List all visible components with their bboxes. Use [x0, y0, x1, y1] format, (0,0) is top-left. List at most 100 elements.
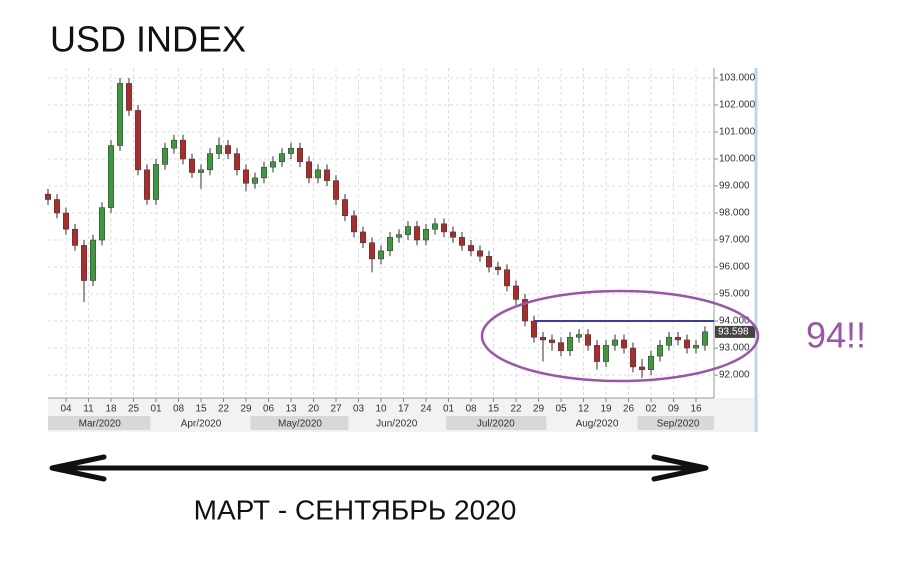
- candle-body: [639, 366, 645, 370]
- x-tick-label: 02: [645, 404, 657, 415]
- candle-body: [558, 342, 564, 351]
- x-tick-label: 15: [488, 404, 500, 415]
- x-tick-label: 10: [375, 404, 387, 415]
- month-label: Aug/2020: [576, 419, 619, 430]
- y-tick-label: 97.000: [719, 235, 750, 246]
- y-tick-label: 95.000: [719, 289, 750, 300]
- candle-body: [153, 164, 159, 200]
- x-tick-label: 12: [578, 404, 590, 415]
- candle-body: [504, 269, 510, 287]
- month-band: [446, 416, 547, 430]
- candle-body: [405, 226, 411, 235]
- y-tick-label: 100.000: [719, 154, 756, 165]
- candle-body: [243, 169, 249, 184]
- x-tick-label: 08: [465, 404, 477, 415]
- month-band: [637, 416, 714, 430]
- candle-body: [576, 334, 582, 338]
- chart-title: USD INDEX: [50, 19, 246, 60]
- x-axis-label: МАРТ - СЕНТЯБРЬ 2020: [194, 494, 517, 525]
- x-tick-label: 18: [105, 404, 117, 415]
- candle-body: [72, 228, 78, 246]
- candle-body: [63, 212, 69, 230]
- candle-body: [279, 153, 285, 162]
- candle-body: [387, 237, 393, 252]
- annotation: 94!!: [806, 315, 866, 356]
- candle-body: [594, 345, 600, 362]
- candle-body: [414, 226, 420, 241]
- x-tick-label: 01: [443, 404, 455, 415]
- candle-body: [162, 147, 168, 165]
- x-tick-label: 17: [398, 404, 410, 415]
- x-tick-label: 06: [263, 404, 275, 415]
- y-tick-label: 92.000: [719, 370, 750, 381]
- x-tick-label: 29: [240, 404, 252, 415]
- candle-body: [549, 339, 555, 343]
- candle-body: [225, 145, 231, 154]
- candle-body: [315, 169, 321, 179]
- last-price-label: 93.598: [718, 327, 749, 338]
- candle-body: [171, 139, 177, 149]
- candle-body: [657, 345, 663, 357]
- y-tick-label: 101.000: [719, 127, 756, 138]
- candle-body: [684, 339, 690, 349]
- candle-body: [144, 169, 150, 200]
- range-arrow: [49, 454, 709, 482]
- x-tick-label: 03: [353, 404, 365, 415]
- candle-body: [324, 169, 330, 181]
- x-tick-label: 16: [690, 404, 702, 415]
- candle-body: [189, 158, 195, 173]
- month-label: Apr/2020: [181, 419, 222, 430]
- candle-body: [333, 180, 339, 200]
- candle-body: [621, 339, 627, 349]
- x-tick-label: 04: [60, 404, 72, 415]
- y-tick-label: 99.000: [719, 181, 750, 192]
- candle-body: [702, 331, 708, 346]
- x-tick-label: 22: [218, 404, 230, 415]
- candle-body: [261, 166, 267, 179]
- x-tick-label: 05: [555, 404, 567, 415]
- y-tick-label: 96.000: [719, 262, 750, 273]
- x-tick-label: 08: [173, 404, 185, 415]
- y-tick-label: 102.000: [719, 100, 756, 111]
- candle-body: [675, 336, 681, 341]
- month-label: May/2020: [278, 419, 322, 430]
- highlight-ellipse: [480, 289, 760, 383]
- candle-body: [585, 334, 591, 346]
- x-tick-label: 27: [330, 404, 342, 415]
- candle-body: [306, 161, 312, 179]
- month-label: Jul/2020: [477, 419, 515, 430]
- x-tick-label: 26: [623, 404, 635, 415]
- candle-body: [495, 266, 501, 270]
- candle-body: [630, 347, 636, 368]
- candle-body: [513, 285, 519, 300]
- candle-body: [207, 153, 213, 171]
- candle-body: [216, 145, 222, 154]
- x-tick-label: 01: [150, 404, 162, 415]
- x-tick-label: 20: [308, 404, 320, 415]
- candle-body: [99, 207, 105, 241]
- y-tick-label: 98.000: [719, 208, 750, 219]
- candle-body: [342, 199, 348, 216]
- candle-body: [522, 299, 528, 322]
- candle-body: [540, 336, 546, 341]
- candle-body: [396, 234, 402, 238]
- candle-body: [288, 147, 294, 154]
- candle-body: [297, 147, 303, 162]
- candle-body: [198, 169, 204, 173]
- month-band: [250, 416, 349, 430]
- month-label: Mar/2020: [79, 419, 122, 430]
- candle-body: [531, 320, 537, 338]
- candle-body: [252, 177, 258, 184]
- x-tick-label: 15: [195, 404, 207, 415]
- candle-body: [459, 237, 465, 246]
- candle-body: [378, 250, 384, 260]
- candle-body: [612, 339, 618, 346]
- candle-body: [90, 239, 96, 281]
- candle-body: [423, 228, 429, 241]
- candle-body: [135, 110, 141, 171]
- candle-body: [45, 193, 51, 200]
- candle-body: [450, 231, 456, 238]
- candle-body: [567, 336, 573, 351]
